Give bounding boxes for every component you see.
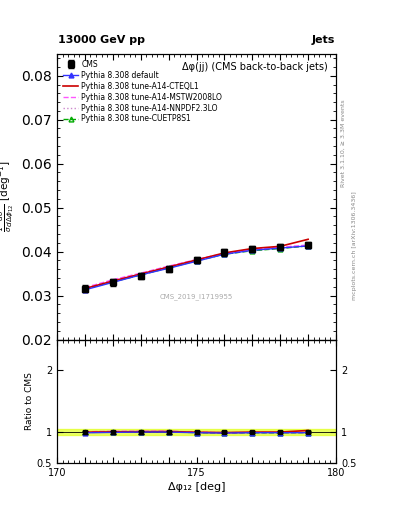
Pythia 8.308 tune-A14-NNPDF2.3LO [222,250,227,257]
Line: Pythia 8.308 tune-A14-NNPDF2.3LO: Pythia 8.308 tune-A14-NNPDF2.3LO [85,245,308,288]
Pythia 8.308 tune-A14-CTEQL1 [166,264,171,270]
Pythia 8.308 tune-CUETP8S1 [83,286,87,292]
Pythia 8.308 default [306,243,310,249]
Pythia 8.308 tune-CUETP8S1 [194,258,199,264]
Y-axis label: Ratio to CMS: Ratio to CMS [25,373,34,431]
Pythia 8.308 tune-A14-NNPDF2.3LO [194,257,199,263]
Pythia 8.308 tune-A14-CTEQL1 [138,271,143,277]
Y-axis label: $\frac{1}{\sigma}\frac{d\sigma}{d\Delta\phi_{12}}$ [deg$^{-1}$]: $\frac{1}{\sigma}\frac{d\sigma}{d\Delta\… [0,161,16,232]
Text: Jets: Jets [312,35,335,45]
Pythia 8.308 tune-A14-MSTW2008LO [194,257,199,263]
Line: Pythia 8.308 tune-A14-CTEQL1: Pythia 8.308 tune-A14-CTEQL1 [85,239,308,289]
Pythia 8.308 tune-A14-NNPDF2.3LO [83,285,87,291]
Pythia 8.308 tune-A14-MSTW2008LO [83,285,87,291]
Pythia 8.308 tune-CUETP8S1 [306,243,310,249]
Pythia 8.308 default [138,272,143,278]
Text: CMS_2019_I1719955: CMS_2019_I1719955 [160,293,233,300]
Text: mcplots.cern.ch [arXiv:1306.3436]: mcplots.cern.ch [arXiv:1306.3436] [352,191,357,300]
Text: Δφ(jj) (CMS back-to-back jets): Δφ(jj) (CMS back-to-back jets) [182,62,328,72]
Pythia 8.308 tune-A14-MSTW2008LO [166,263,171,269]
Pythia 8.308 tune-A14-CTEQL1 [306,236,310,242]
Pythia 8.308 tune-A14-MSTW2008LO [278,244,283,250]
Pythia 8.308 tune-A14-CTEQL1 [250,245,255,251]
Pythia 8.308 tune-A14-NNPDF2.3LO [166,264,171,270]
Pythia 8.308 tune-A14-MSTW2008LO [138,270,143,276]
Pythia 8.308 default [83,287,87,293]
Pythia 8.308 tune-CUETP8S1 [110,279,115,285]
Pythia 8.308 default [194,258,199,264]
Pythia 8.308 tune-A14-MSTW2008LO [306,242,310,248]
Line: Pythia 8.308 tune-A14-MSTW2008LO: Pythia 8.308 tune-A14-MSTW2008LO [85,245,308,288]
Pythia 8.308 tune-CUETP8S1 [138,272,143,278]
Pythia 8.308 tune-A14-NNPDF2.3LO [110,277,115,283]
Text: 13000 GeV pp: 13000 GeV pp [58,35,145,45]
Pythia 8.308 tune-CUETP8S1 [222,251,227,258]
Pythia 8.308 tune-CUETP8S1 [278,245,283,251]
Pythia 8.308 default [222,251,227,258]
Pythia 8.308 tune-A14-NNPDF2.3LO [250,247,255,253]
Pythia 8.308 tune-A14-CTEQL1 [278,243,283,249]
Pythia 8.308 tune-CUETP8S1 [166,265,171,271]
Pythia 8.308 tune-A14-MSTW2008LO [250,246,255,252]
Legend: CMS, Pythia 8.308 default, Pythia 8.308 tune-A14-CTEQL1, Pythia 8.308 tune-A14-M: CMS, Pythia 8.308 default, Pythia 8.308 … [61,57,224,126]
Pythia 8.308 tune-A14-CTEQL1 [83,286,87,292]
Line: Pythia 8.308 tune-CUETP8S1: Pythia 8.308 tune-CUETP8S1 [83,243,310,291]
Pythia 8.308 default [250,247,255,253]
Pythia 8.308 tune-A14-NNPDF2.3LO [306,242,310,248]
Pythia 8.308 tune-A14-CTEQL1 [222,250,227,256]
Pythia 8.308 tune-A14-NNPDF2.3LO [138,270,143,276]
Pythia 8.308 tune-A14-MSTW2008LO [222,250,227,257]
Pythia 8.308 tune-A14-CTEQL1 [194,257,199,263]
Pythia 8.308 tune-CUETP8S1 [250,248,255,254]
Pythia 8.308 default [166,265,171,271]
Text: Rivet 3.1.10, ≥ 3.3M events: Rivet 3.1.10, ≥ 3.3M events [341,99,346,187]
Pythia 8.308 default [278,245,283,251]
Line: Pythia 8.308 default: Pythia 8.308 default [83,243,310,292]
Pythia 8.308 default [110,280,115,286]
Pythia 8.308 tune-A14-MSTW2008LO [110,276,115,283]
Pythia 8.308 tune-A14-CTEQL1 [110,278,115,284]
Pythia 8.308 tune-A14-NNPDF2.3LO [278,245,283,251]
X-axis label: Δφ₁₂ [deg]: Δφ₁₂ [deg] [168,482,225,493]
